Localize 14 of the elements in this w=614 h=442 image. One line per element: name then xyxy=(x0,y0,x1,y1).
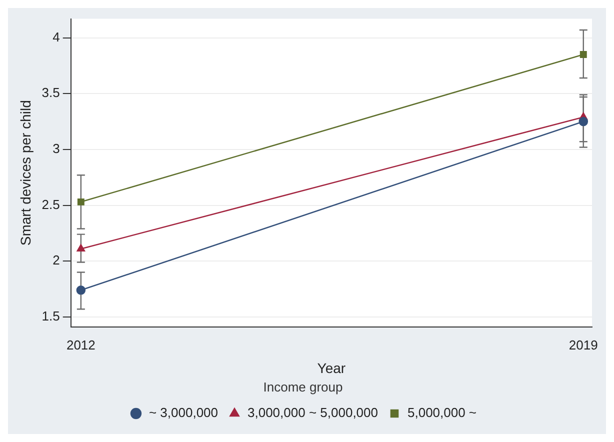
legend-label: 5,000,000 ~ xyxy=(407,405,477,420)
legend-label: 3,000,000 ~ 5,000,000 xyxy=(248,405,378,420)
legend-label: ~ 3,000,000 xyxy=(148,405,218,420)
y-axis-title: Smart devices per child xyxy=(17,100,34,246)
legend-title: Income group xyxy=(263,379,343,394)
x-tick-label: 2019 xyxy=(568,337,598,352)
y-tick-label: 1.5 xyxy=(42,308,60,324)
y-tick-label: 3.5 xyxy=(42,85,60,100)
y-tick-label: 3 xyxy=(52,141,60,156)
y-tick-label: 4 xyxy=(52,29,60,44)
y-tick-label: 2 xyxy=(52,252,60,268)
x-axis-title: Year xyxy=(317,360,346,376)
x-tick-label: 2012 xyxy=(66,337,96,352)
y-tick-label: 2.5 xyxy=(42,196,60,212)
